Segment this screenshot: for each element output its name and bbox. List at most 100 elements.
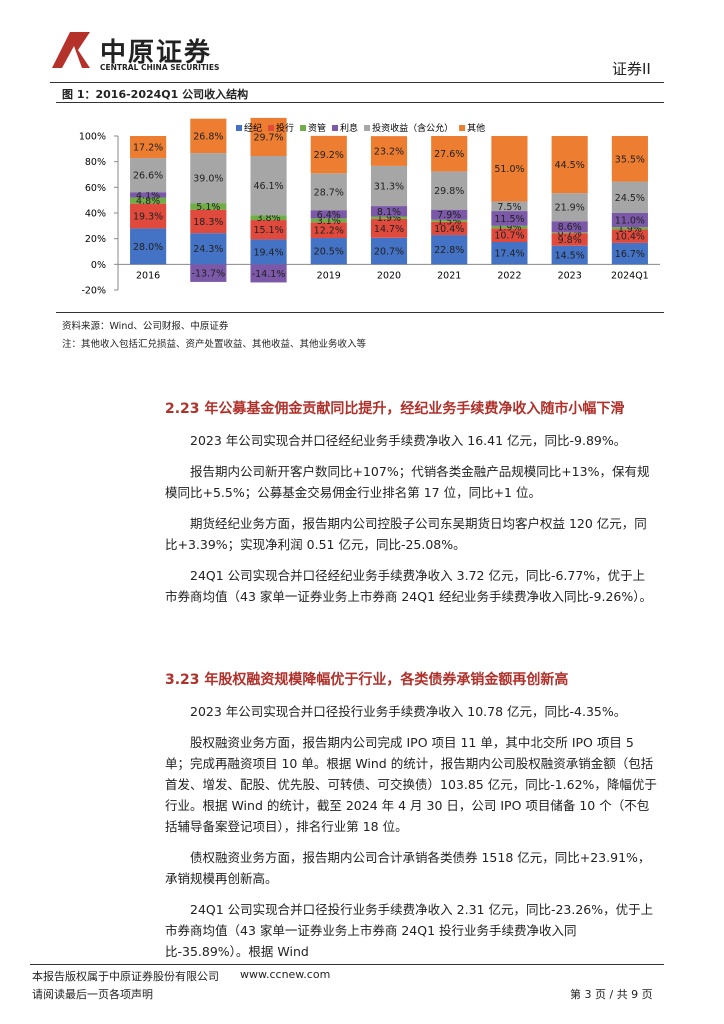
paragraph: 24Q1 公司实现合并口径投行业务手续费净收入 2.31 亿元，同比-23.26… xyxy=(165,902,654,959)
value-label: 39.0% xyxy=(193,174,223,185)
bar-segment xyxy=(130,158,167,193)
section-title: 3.23 年股权融资规模降幅优于行业，各类债券承销金额再创新高 xyxy=(165,672,569,688)
value-label: 26.8% xyxy=(193,131,223,142)
paragraph: 债权融资业务方面，报告期内公司合计承销各类债券 1518 亿元，同比+23.91… xyxy=(165,850,651,886)
value-label: 11.5% xyxy=(494,214,524,225)
x-tick-label: 2023 xyxy=(558,270,582,281)
bar-segment xyxy=(611,181,648,213)
bar-segment xyxy=(611,229,648,243)
paragraph: 期货经纪业务方面，报告期内公司控股子公司东吴期货日均客户权益 120 亿元，同比… xyxy=(165,516,647,552)
page-number: 第 3 页 / 共 9 页 xyxy=(570,988,653,1001)
value-label: 15.1% xyxy=(253,225,283,236)
section: 2.23 年公募基金佣金贡献同比提升，经纪业务手续费净收入随市小幅下滑 2023 … xyxy=(165,398,657,617)
x-tick-label: 2019 xyxy=(317,270,341,281)
value-label: 28.0% xyxy=(133,242,163,253)
bar-segment xyxy=(551,233,588,246)
paragraph: 2023 年公司实现合并口径投行业务手续费净收入 10.78 亿元，同比-4.3… xyxy=(190,704,627,719)
legend-label: 投资收益（含公允） xyxy=(372,122,453,134)
legend-swatch xyxy=(459,125,466,131)
bar-segment xyxy=(130,197,167,204)
logo-cn: 中原证券 xyxy=(100,38,213,68)
bar-segment xyxy=(431,219,468,222)
value-label: 4.1% xyxy=(136,190,160,201)
disclaimer: 请阅读最后一页各项声明 xyxy=(32,988,153,1001)
source: 资料来源：Wind、公司财报、中原证券 xyxy=(62,321,229,332)
y-tick-label: 40% xyxy=(85,209,106,220)
value-label: 14.7% xyxy=(374,224,404,235)
bar-segment xyxy=(551,221,588,233)
legend-swatch xyxy=(364,125,371,131)
bar-segment xyxy=(551,136,588,194)
bar-segment xyxy=(491,225,528,229)
paragraph: 报告期内公司新开客户数同比+107%；代销各类金融产品规模同比+13%，保有规模… xyxy=(165,464,650,500)
header-rule xyxy=(50,82,664,83)
chart: -20% 0% 20% 40% 60% 80% 100% 2016 28.0% 19.3% 4.8%… xyxy=(79,117,660,297)
bar-segment xyxy=(491,228,528,243)
bar-segment xyxy=(370,136,408,166)
bar-segment xyxy=(370,206,408,217)
value-label: 1.9% xyxy=(618,224,642,235)
legend-label: 利息 xyxy=(340,122,358,134)
value-label: 20.5% xyxy=(314,247,344,258)
value-label: 26.6% xyxy=(133,171,163,182)
value-label: 35.5% xyxy=(615,154,645,165)
bar-segment xyxy=(431,136,468,172)
bar-segment xyxy=(250,239,287,265)
bar-segment xyxy=(551,232,588,234)
bar-segment xyxy=(551,245,588,265)
header-section: 证券II xyxy=(612,60,651,78)
bar-segment xyxy=(250,215,287,221)
bar-segment xyxy=(190,118,227,154)
section-title: 2.23 年公募基金佣金贡献同比提升，经纪业务手续费净收入随市小幅下滑 xyxy=(165,401,625,417)
value-label: 8.6% xyxy=(558,222,582,233)
bar-segment xyxy=(431,209,468,220)
bar-segment xyxy=(130,203,167,229)
value-label: 1.9% xyxy=(377,213,401,224)
x-tick-label: 2024Q1 xyxy=(611,270,649,281)
legend-label: 投行 xyxy=(276,122,294,134)
bar-segment xyxy=(130,192,167,198)
website: www.ccnew.com xyxy=(240,968,331,981)
value-label: 29.7% xyxy=(253,132,283,143)
value-label: 0.7% xyxy=(558,228,582,239)
value-label: 29.2% xyxy=(314,150,344,161)
value-label: 12.2% xyxy=(314,226,344,237)
value-label: 10.7% xyxy=(494,231,524,242)
bar-segment xyxy=(611,242,648,265)
value-label: 20.7% xyxy=(374,247,404,258)
bar-segment xyxy=(310,238,347,265)
copyright: 本报告版权属于中原证券股份有限公司 xyxy=(32,970,219,983)
bar-segment xyxy=(190,209,227,234)
y-tick-label: 80% xyxy=(85,157,106,168)
value-label: 51.0% xyxy=(494,164,524,175)
value-label: 6.4% xyxy=(317,210,341,221)
bar-segment xyxy=(250,220,287,240)
y-tick-label: 0% xyxy=(91,260,106,271)
bar-segment xyxy=(310,210,347,219)
value-label: 44.5% xyxy=(555,160,585,171)
value-label: 27.6% xyxy=(434,149,464,160)
bar-segment xyxy=(370,216,408,219)
bar-segment xyxy=(370,218,408,238)
value-label: 16.7% xyxy=(615,249,645,260)
y-tick-label: 60% xyxy=(85,183,106,194)
source-rule xyxy=(56,312,664,313)
section: 3.23 年股权融资规模降幅优于行业，各类债券承销金额再创新高 2023 年公司实… xyxy=(165,669,657,972)
bar-segment xyxy=(370,165,408,207)
x-tick-label: 2016 xyxy=(136,270,160,281)
footer-rule xyxy=(30,964,664,965)
value-label: 18.3% xyxy=(193,217,223,228)
value-label: -13.7% xyxy=(192,269,226,280)
paragraph: 2023 年公司实现合并口径经纪业务手续费净收入 16.41 亿元，同比-9.8… xyxy=(190,433,627,448)
bar-segment xyxy=(431,171,468,210)
value-label: 10.4% xyxy=(615,232,645,243)
value-label: 1.9% xyxy=(497,223,521,234)
legend-swatch xyxy=(332,125,339,131)
bar-segment xyxy=(310,173,347,211)
value-label: 46.1% xyxy=(253,181,283,192)
legend-swatch xyxy=(300,125,307,131)
bar-segment xyxy=(491,201,528,212)
value-label: 5.1% xyxy=(196,202,220,213)
y-tick-label: 100% xyxy=(79,132,106,143)
value-label: 7.5% xyxy=(497,202,521,213)
